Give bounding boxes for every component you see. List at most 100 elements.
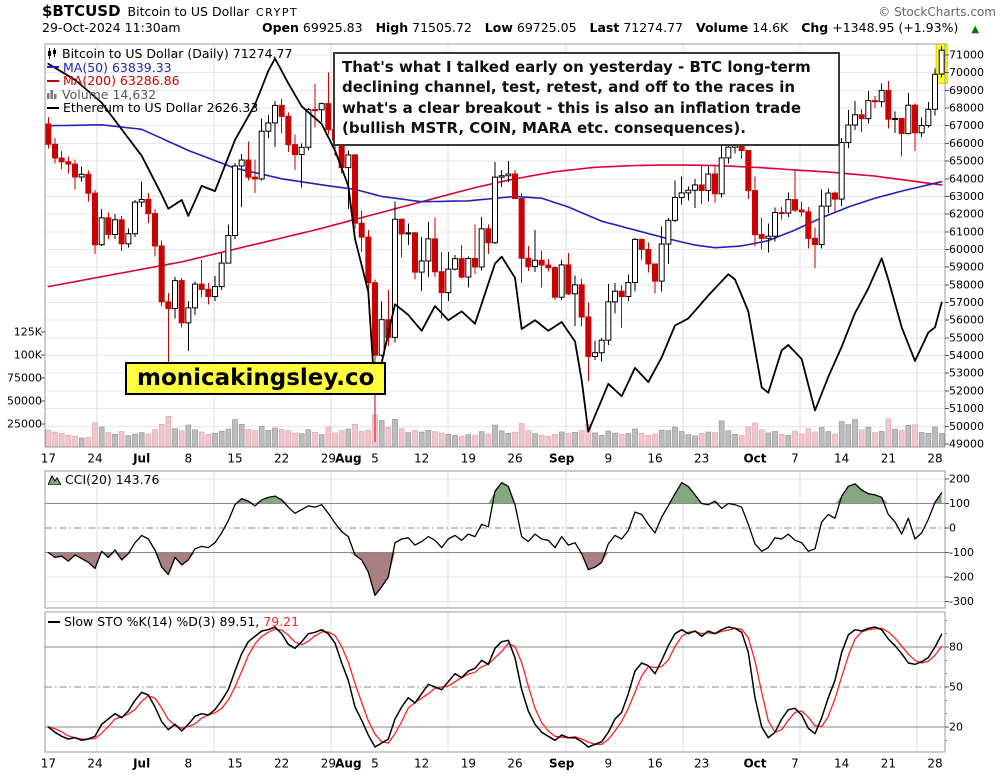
sto-legend: Slow STO %K(14) %D(3) 89.51, 79.21 <box>48 614 299 629</box>
quote-high: High 71505.72 <box>375 20 472 35</box>
line-dash-icon <box>47 79 59 82</box>
svg-text:16: 16 <box>647 452 662 466</box>
line-dash-icon <box>47 66 59 69</box>
svg-text:-200: -200 <box>949 571 974 584</box>
legend-ma50-row: MA(50) 63839.33 <box>47 59 292 75</box>
quote-open: Open 69925.83 <box>261 20 363 35</box>
svg-text:28: 28 <box>927 452 942 466</box>
stockcharts-credit-link[interactable]: © StockCharts.com <box>878 5 996 19</box>
sto-label-k: Slow STO %K(14) %D(3) 89.51, <box>64 614 260 629</box>
svg-text:29: 29 <box>321 452 336 466</box>
svg-text:67000: 67000 <box>949 119 984 132</box>
svg-text:51000: 51000 <box>949 402 984 415</box>
svg-text:21: 21 <box>881 757 896 771</box>
svg-text:22: 22 <box>274 757 289 771</box>
change-up-triangle-icon: ▲ <box>971 24 980 35</box>
svg-text:55000: 55000 <box>949 331 984 344</box>
svg-text:23: 23 <box>694 757 709 771</box>
svg-text:50000: 50000 <box>949 420 984 433</box>
legend-ma200-row: MA(200) 63286.86 <box>47 74 292 88</box>
svg-text:21: 21 <box>881 452 896 466</box>
svg-text:Aug: Aug <box>335 757 361 771</box>
svg-text:75000: 75000 <box>7 372 42 385</box>
svg-text:Jul: Jul <box>132 757 150 771</box>
watermark-link[interactable]: monicakingsley.co <box>125 362 387 395</box>
candlestick-icon <box>48 48 56 60</box>
svg-text:9: 9 <box>605 757 613 771</box>
svg-text:125K: 125K <box>14 326 43 339</box>
svg-text:59000: 59000 <box>949 261 984 274</box>
svg-text:54000: 54000 <box>949 349 984 362</box>
quote-row: 29-Oct-2024 11:30am Open 69925.83 High 7… <box>42 20 992 35</box>
svg-text:100: 100 <box>949 497 970 510</box>
chart-datetime: 29-Oct-2024 11:30am <box>42 20 181 35</box>
svg-text:16: 16 <box>647 757 662 771</box>
quote-low: Low 69725.05 <box>484 20 577 35</box>
legend-price-label: Bitcoin to US Dollar (Daily) 71274.77 <box>62 46 293 61</box>
svg-text:60000: 60000 <box>949 243 984 256</box>
svg-text:-300: -300 <box>949 595 974 608</box>
svg-text:Sep: Sep <box>549 757 575 771</box>
cci-legend: CCI(20) 143.76 <box>48 472 160 487</box>
svg-text:58000: 58000 <box>949 278 984 291</box>
svg-text:5: 5 <box>371 452 379 466</box>
svg-text:7: 7 <box>791 757 799 771</box>
legend-ma200-label: MA(200) 63286.86 <box>63 73 180 88</box>
quote-change: Chg +1348.95 (+1.93%) <box>801 20 959 35</box>
cci-label: CCI(20) 143.76 <box>65 472 160 487</box>
svg-text:70000: 70000 <box>949 66 984 79</box>
sto-label-d: 79.21 <box>263 614 300 629</box>
svg-text:71000: 71000 <box>949 49 984 62</box>
svg-text:Aug: Aug <box>335 452 361 466</box>
svg-text:64000: 64000 <box>949 172 984 185</box>
svg-text:24: 24 <box>87 452 102 466</box>
svg-text:Sep: Sep <box>549 452 575 466</box>
svg-text:100K: 100K <box>14 349 43 362</box>
svg-text:57000: 57000 <box>949 296 984 309</box>
legend-volume-row: Volume 14,632 <box>47 87 292 102</box>
svg-text:12: 12 <box>414 757 429 771</box>
svg-text:8: 8 <box>185 757 193 771</box>
svg-text:20: 20 <box>949 720 963 733</box>
svg-text:25000: 25000 <box>7 418 42 431</box>
chart-header: $BTCUSD Bitcoin to US Dollar CRYPT © Sto… <box>0 2 1004 20</box>
line-dash-icon <box>48 620 60 623</box>
svg-text:62000: 62000 <box>949 208 984 221</box>
svg-text:19: 19 <box>461 757 476 771</box>
svg-text:80: 80 <box>949 641 963 654</box>
svg-text:68000: 68000 <box>949 102 984 115</box>
svg-text:15: 15 <box>227 452 242 466</box>
quote-last: Last 71274.77 <box>589 20 683 35</box>
svg-text:63000: 63000 <box>949 190 984 203</box>
svg-text:14: 14 <box>834 452 849 466</box>
svg-text:26: 26 <box>507 452 522 466</box>
ticker-symbol: $BTCUSD <box>42 2 121 20</box>
ticker-name: Bitcoin to US Dollar <box>127 4 249 19</box>
svg-text:15: 15 <box>227 757 242 771</box>
ticker-exchange: CRYPT <box>255 6 299 19</box>
svg-text:23: 23 <box>694 452 709 466</box>
legend-ma50-label: MA(50) 63839.33 <box>63 59 172 75</box>
svg-text:19: 19 <box>461 452 476 466</box>
svg-text:-100: -100 <box>949 546 974 559</box>
svg-text:66000: 66000 <box>949 137 984 150</box>
svg-text:28: 28 <box>927 757 942 771</box>
svg-text:53000: 53000 <box>949 367 984 380</box>
svg-text:49000: 49000 <box>949 437 984 450</box>
volume-bars-icon <box>47 90 57 100</box>
svg-text:17: 17 <box>41 757 56 771</box>
svg-text:24: 24 <box>87 757 102 771</box>
svg-text:12: 12 <box>414 452 429 466</box>
svg-text:Oct: Oct <box>743 452 766 466</box>
svg-text:17: 17 <box>41 452 56 466</box>
legend-price-row: Bitcoin to US Dollar (Daily) 71274.77 <box>47 47 292 61</box>
svg-text:29: 29 <box>321 757 336 771</box>
svg-text:Oct: Oct <box>743 757 766 771</box>
svg-text:65000: 65000 <box>949 155 984 168</box>
svg-text:56000: 56000 <box>949 314 984 327</box>
svg-text:52000: 52000 <box>949 384 984 397</box>
svg-text:7: 7 <box>791 452 799 466</box>
legend-eth-label: Ethereum to US Dollar 2626.33 <box>63 100 259 115</box>
svg-text:0: 0 <box>949 522 956 535</box>
svg-text:14: 14 <box>834 757 849 771</box>
